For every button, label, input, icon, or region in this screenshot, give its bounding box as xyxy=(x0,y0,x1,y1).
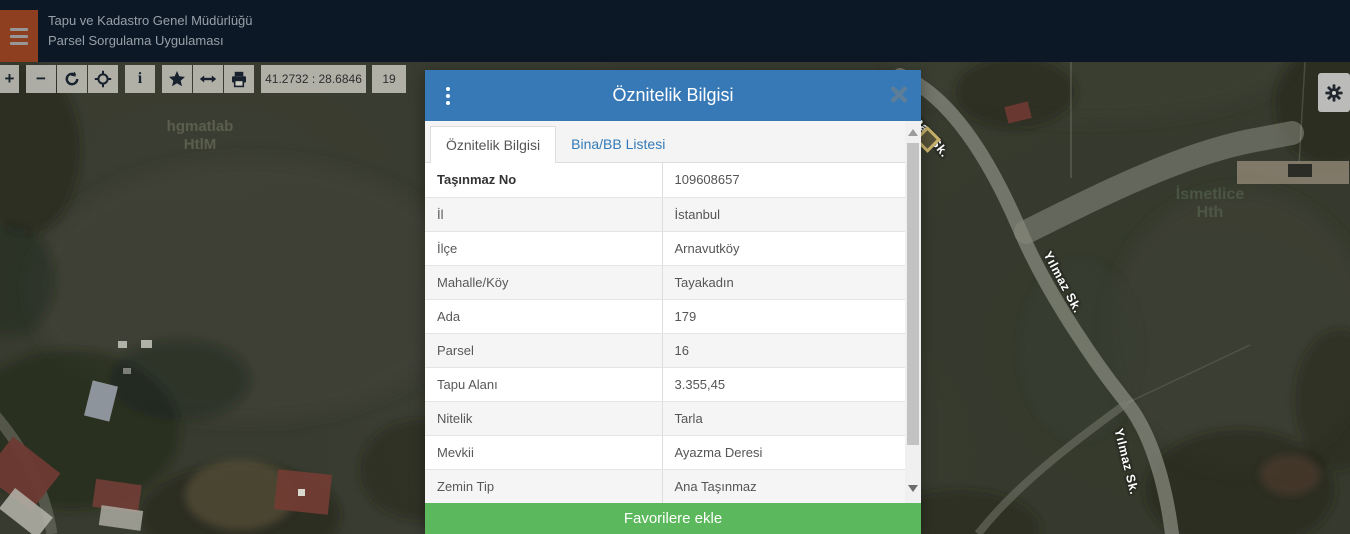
row-label: İl xyxy=(425,197,663,232)
table-row: Nitelik Tarla xyxy=(425,401,905,436)
row-value: 16 xyxy=(662,333,905,368)
modal-tabbar: Öznitelik Bilgisi Bina/BB Listesi xyxy=(425,121,921,163)
star-icon xyxy=(169,71,185,87)
row-label: İlçe xyxy=(425,231,663,266)
top-navbar: Tapu ve Kadastro Genel Müdürlüğü Parsel … xyxy=(0,0,1350,62)
row-value: 109608657 xyxy=(662,163,905,198)
print-button[interactable] xyxy=(224,65,254,93)
row-value: İstanbul xyxy=(662,197,905,232)
app-title-line1: Tapu ve Kadastro Genel Müdürlüğü xyxy=(48,13,253,28)
table-row: İl İstanbul xyxy=(425,197,905,232)
row-label: Mahalle/Köy xyxy=(425,265,663,300)
modal-close-button[interactable] xyxy=(887,82,911,109)
crosshair-icon xyxy=(94,70,112,88)
close-icon xyxy=(891,86,907,102)
table-row: Parsel 16 xyxy=(425,333,905,368)
faint-map-label: hgmatlab HtlM xyxy=(166,118,234,153)
row-value: 3.355,45 xyxy=(662,367,905,402)
row-value: Tarla xyxy=(662,401,905,436)
attribute-table-body: Taşınmaz No 109608657 İl İstanbul İlçe Arnavu… xyxy=(425,163,905,503)
row-label: Zemin Tip xyxy=(425,469,663,503)
road-yilmaz-sk xyxy=(893,68,1179,534)
tab-bina-bb-listesi[interactable]: Bina/BB Listesi xyxy=(571,136,666,152)
table-row: Mevkii Ayazma Deresi xyxy=(425,435,905,470)
zoom-out-button[interactable]: − xyxy=(26,65,56,93)
table-row: Taşınmaz No 109608657 xyxy=(425,163,905,198)
row-label: Ada xyxy=(425,299,663,334)
zoom-level-readout: 19 xyxy=(372,65,406,93)
row-value: Arnavutköy xyxy=(662,231,905,266)
refresh-button[interactable] xyxy=(57,65,87,93)
refresh-icon xyxy=(65,71,79,86)
printer-icon xyxy=(232,71,246,88)
app-title: Tapu ve Kadastro Genel Müdürlüğü Parsel … xyxy=(48,11,253,51)
measure-button[interactable] xyxy=(193,65,223,93)
locate-button[interactable] xyxy=(88,65,118,93)
table-row: Tapu Alanı 3.355,45 xyxy=(425,367,905,402)
row-label: Mevkii xyxy=(425,435,663,470)
settings-button[interactable] xyxy=(1318,73,1350,112)
row-value: Ayazma Deresi xyxy=(662,435,905,470)
row-label: Tapu Alanı xyxy=(425,367,663,402)
scroll-down-arrow[interactable] xyxy=(905,481,921,493)
table-row: İlçe Arnavutköy xyxy=(425,231,905,266)
gear-icon xyxy=(1325,83,1343,102)
hamburger-menu-button[interactable] xyxy=(0,10,38,62)
horizontal-arrow-icon xyxy=(199,75,217,83)
modal-scrollbar[interactable] xyxy=(905,121,921,503)
table-row: Zemin Tip Ana Taşınmaz xyxy=(425,469,905,503)
faint-map-label: İsmetlice Hth xyxy=(1175,186,1245,221)
row-label: Nitelik xyxy=(425,401,663,436)
row-value: Ana Taşınmaz xyxy=(662,469,905,503)
road-branch-lower xyxy=(974,399,1130,534)
row-value: Tayakadın xyxy=(662,265,905,300)
map-toolbar: + − i xyxy=(0,65,406,93)
modal-title: Öznitelik Bilgisi xyxy=(612,85,734,105)
zoom-in-button[interactable]: + xyxy=(0,65,19,93)
attribute-info-modal: Öznitelik Bilgisi Öznitelik Bilgisi Bina… xyxy=(425,70,921,534)
attribute-table-container: Taşınmaz No 109608657 İl İstanbul İlçe Arnavu… xyxy=(425,163,905,503)
modal-header: Öznitelik Bilgisi xyxy=(425,70,921,121)
row-value: 179 xyxy=(662,299,905,334)
tab-oznitelik-bilgisi[interactable]: Öznitelik Bilgisi xyxy=(430,126,557,163)
scroll-up-arrow[interactable] xyxy=(905,125,921,137)
attribute-table: Taşınmaz No 109608657 İl İstanbul İlçe Arnavu… xyxy=(425,163,905,503)
road-branch-upper xyxy=(1014,121,1304,244)
coordinates-readout: 41.2732 : 28.6846 xyxy=(261,65,366,93)
app-title-line2: Parsel Sorgulama Uygulaması xyxy=(48,33,224,48)
scrollbar-thumb[interactable] xyxy=(907,143,919,445)
map-buildings xyxy=(0,101,1349,534)
modal-body: Öznitelik Bilgisi Bina/BB Listesi Taşınm… xyxy=(425,121,921,503)
row-label: Taşınmaz No xyxy=(425,163,663,198)
table-row: Ada 179 xyxy=(425,299,905,334)
table-row: Mahalle/Köy Tayakadın xyxy=(425,265,905,300)
modal-menu-button[interactable] xyxy=(441,82,455,110)
favorites-button[interactable] xyxy=(162,65,192,93)
row-label: Parsel xyxy=(425,333,663,368)
add-to-favorites-button[interactable]: Favorilere ekle xyxy=(425,503,921,534)
info-button[interactable]: i xyxy=(125,65,155,93)
